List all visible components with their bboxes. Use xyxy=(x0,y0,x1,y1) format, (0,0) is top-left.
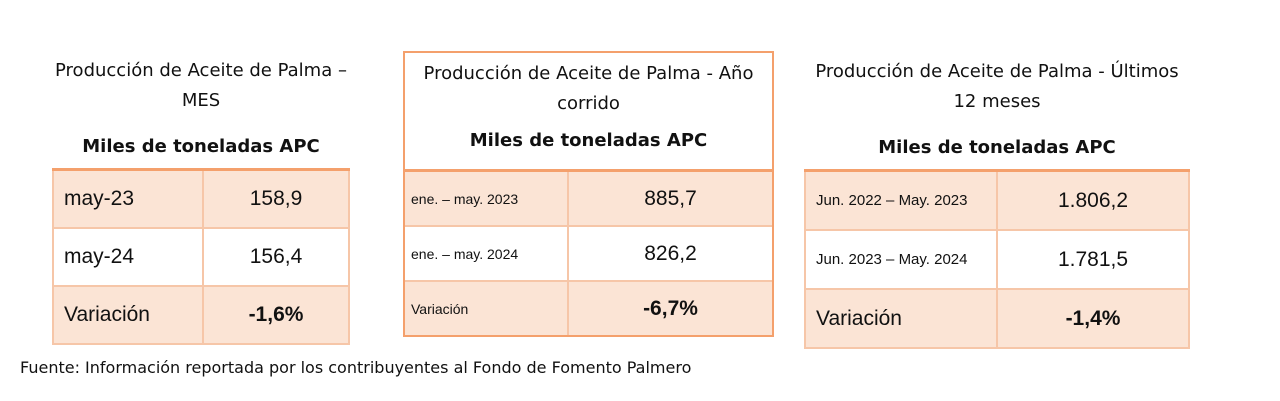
table-row: Jun. 2023 – May. 2024 1.781,5 xyxy=(804,229,1190,290)
row-value: 826,2 xyxy=(568,225,772,282)
row-label: Variación xyxy=(405,280,569,335)
row-value: 156,4 xyxy=(202,227,350,287)
monthly-production-block: Producción de Aceite de Palma – MES Mile… xyxy=(52,56,350,345)
table-row: Variación -1,6% xyxy=(52,285,350,345)
monthly-production-title: Producción de Aceite de Palma – MES xyxy=(55,60,347,111)
table-row: ene. – may. 2023 885,7 xyxy=(405,169,772,227)
monthly-production-table: may-23 158,9 may-24 156,4 Variación -1,6… xyxy=(52,168,350,345)
ytd-production-block: Producción de Aceite de Palma - Año corr… xyxy=(403,51,774,337)
monthly-production-subtitle: Miles de toneladas APC xyxy=(82,136,320,157)
source-note: Fuente: Información reportada por los co… xyxy=(20,358,692,377)
row-label: may-24 xyxy=(52,227,204,287)
row-label: may-23 xyxy=(52,168,204,229)
variation-value: -1,4% xyxy=(996,288,1190,349)
row-value: 1.806,2 xyxy=(996,169,1190,231)
last-12-months-subtitle: Miles de toneladas APC xyxy=(878,137,1116,158)
row-label: Variación xyxy=(52,285,204,345)
table-row: Jun. 2022 – May. 2023 1.806,2 xyxy=(804,169,1190,231)
table-row: Variación -1,4% xyxy=(804,288,1190,349)
row-label: Jun. 2022 – May. 2023 xyxy=(804,169,998,231)
last-12-months-block: Producción de Aceite de Palma - Últimos … xyxy=(804,57,1190,349)
row-label: Variación xyxy=(804,288,998,349)
row-label: ene. – may. 2023 xyxy=(405,169,569,227)
variation-value: -1,6% xyxy=(202,285,350,345)
row-label: Jun. 2023 – May. 2024 xyxy=(804,229,998,290)
row-label: ene. – may. 2024 xyxy=(405,225,569,282)
ytd-production-table: ene. – may. 2023 885,7 ene. – may. 2024 … xyxy=(405,169,772,335)
row-value: 1.781,5 xyxy=(996,229,1190,290)
variation-value: -6,7% xyxy=(568,280,772,335)
table-row: may-24 156,4 xyxy=(52,227,350,287)
table-row: Variación -6,7% xyxy=(405,280,772,335)
table-row: may-23 158,9 xyxy=(52,168,350,229)
last-12-months-table: Jun. 2022 – May. 2023 1.806,2 Jun. 2023 … xyxy=(804,169,1190,349)
ytd-production-title: Producción de Aceite de Palma - Año corr… xyxy=(423,63,754,114)
table-row: ene. – may. 2024 826,2 xyxy=(405,225,772,282)
last-12-months-title: Producción de Aceite de Palma - Últimos … xyxy=(815,61,1179,112)
row-value: 158,9 xyxy=(202,168,350,229)
ytd-production-subtitle: Miles de toneladas APC xyxy=(469,130,708,151)
row-value: 885,7 xyxy=(568,169,772,227)
